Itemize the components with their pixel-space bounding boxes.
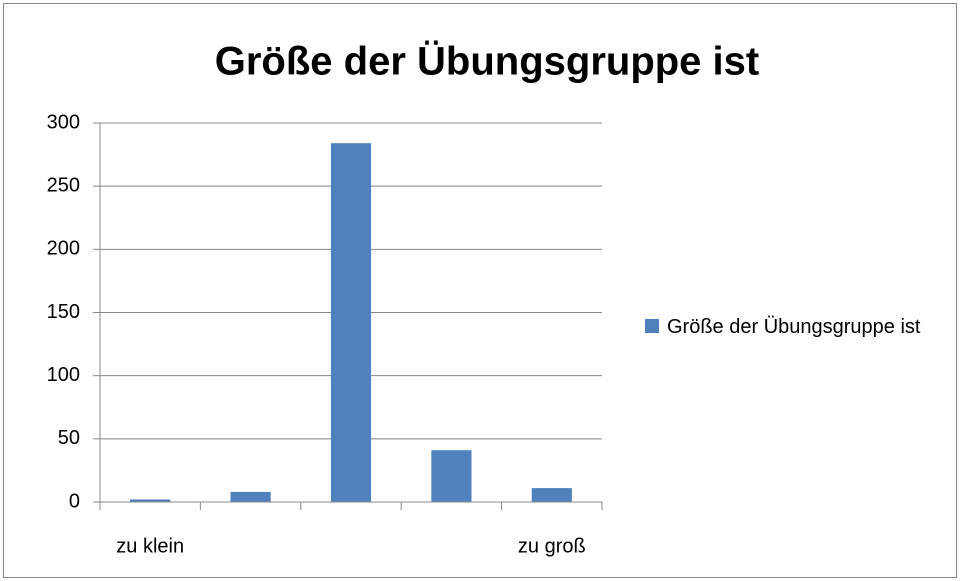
chart-title: Größe der Übungsgruppe ist [215,39,759,84]
bar [130,499,171,502]
y-tick-label: 0 [69,490,80,512]
bar [330,143,372,503]
legend-label: Größe der Übungsgruppe ist [667,316,921,338]
legend: Größe der Übungsgruppe ist [645,312,945,342]
x-tick-label: zu groß [518,535,586,557]
legend-swatch [645,319,659,333]
bar [531,488,572,502]
y-tick-label: 250 [47,174,80,196]
y-tick-label: 150 [47,301,80,323]
bar [230,491,271,502]
y-tick-label: 200 [47,238,80,260]
y-tick-label: 300 [47,111,80,133]
x-tick-label: zu klein [116,535,184,557]
y-tick-label: 100 [47,364,80,386]
y-tick-label: 50 [58,427,80,449]
bar [431,450,472,502]
chart-frame [3,3,957,578]
